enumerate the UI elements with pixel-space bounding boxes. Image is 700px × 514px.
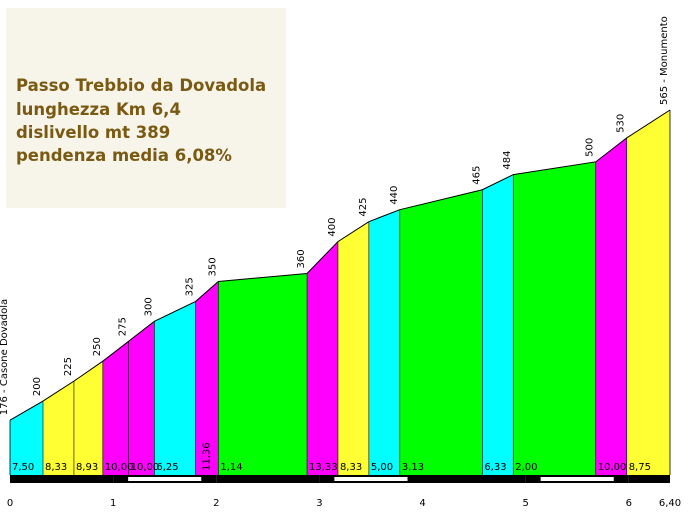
- elevation-label: 400: [327, 217, 338, 236]
- x-tick-label: 2: [213, 498, 219, 509]
- scale-block-light: [334, 477, 408, 481]
- scale-block-dark: [422, 475, 526, 483]
- x-tick-label: 0: [7, 498, 13, 509]
- segment-grade-label: 11,36: [201, 442, 212, 471]
- x-tick-label: 5: [522, 498, 528, 509]
- segment-grade-label: 6,33: [484, 462, 506, 473]
- climb-title: Passo Trebbio da Dovadola: [16, 76, 267, 95]
- climb-average-grade: pendenza media 6,08%: [16, 146, 232, 165]
- profile-outline: [9, 109, 671, 421]
- scale-block-dark: [628, 475, 670, 483]
- info-box: Passo Trebbio da Dovadola lunghezza Km 6…: [6, 8, 286, 208]
- profile-segment-2: [43, 381, 74, 475]
- profile-segment-6: [154, 301, 196, 475]
- elevation-label: 360: [296, 249, 307, 268]
- scale-block-dark: [10, 475, 114, 483]
- segment-grade-label: 8,33: [340, 462, 362, 473]
- scale-block-light: [128, 477, 202, 481]
- profile-segment-3: [73, 361, 103, 475]
- profile-segment-9: [307, 241, 338, 475]
- profile-segment-14: [513, 161, 596, 475]
- profile-segment-15: [595, 137, 627, 476]
- elevation-label: 225: [63, 357, 74, 376]
- x-tick-label: 3: [316, 498, 322, 509]
- elevation-label: 250: [92, 337, 103, 356]
- x-tick-label: 6: [626, 498, 632, 509]
- elevation-label: 440: [389, 186, 400, 205]
- elevation-label: 176 - Casone Dovadola: [0, 299, 10, 415]
- elevation-label: 325: [185, 277, 196, 296]
- elevation-label: 565 - Monumento: [659, 16, 670, 105]
- segment-grade-label: 5,00: [371, 462, 393, 473]
- segment-grade-label: 10,00: [131, 462, 160, 473]
- profile-segment-7: [195, 281, 219, 475]
- elevation-label: 484: [502, 151, 513, 170]
- x-tick-label: 4: [419, 498, 425, 509]
- x-tick-label: 6,40: [659, 498, 681, 509]
- segment-grade-label: 8,33: [45, 462, 67, 473]
- profile-segment-13: [482, 174, 514, 475]
- elevation-label: 350: [207, 257, 218, 276]
- profile-segments: [9, 109, 671, 476]
- elevation-label: 300: [143, 297, 154, 316]
- segment-grade-label: 10,00: [105, 462, 134, 473]
- profile-segment-11: [368, 209, 400, 476]
- elevation-label: 200: [32, 377, 43, 396]
- segment-grade-label: 6,25: [156, 462, 178, 473]
- segment-grade-label: 13,33: [309, 462, 338, 473]
- segment-grade-label: 2,00: [515, 462, 537, 473]
- segment-grade-label: 3,13: [402, 462, 424, 473]
- x-tick-label: 1: [110, 498, 116, 509]
- profile-segment-16: [626, 110, 670, 475]
- segment-grade-label: 7,50: [12, 462, 34, 473]
- segment-grade-label: 8,93: [76, 462, 98, 473]
- distance-scale: 0 1 2 3 4 5 6 6,40: [7, 475, 681, 509]
- profile-segment-4: [102, 341, 129, 475]
- elevation-label: 465: [471, 166, 482, 185]
- segment-grade-label: 1,14: [220, 462, 242, 473]
- climb-length: lunghezza Km 6,4: [16, 100, 181, 119]
- segment-grade-label: 10,00: [598, 462, 627, 473]
- scale-block-light: [540, 477, 614, 481]
- elevation-label: 530: [616, 114, 627, 133]
- climb-elevation-gain: dislivello mt 389: [16, 123, 171, 142]
- profile-segment-10: [337, 221, 369, 475]
- elevation-label: 500: [585, 138, 596, 157]
- elevation-label: 425: [358, 198, 369, 217]
- segment-grade-label: 8,75: [629, 462, 651, 473]
- profile-segment-5: [128, 321, 155, 475]
- elevation-label: 275: [118, 317, 129, 336]
- scale-block-dark: [216, 475, 320, 483]
- profile-segment-8: [218, 273, 307, 475]
- profile-segment-12: [399, 189, 483, 476]
- profile-segment-1: [10, 401, 43, 475]
